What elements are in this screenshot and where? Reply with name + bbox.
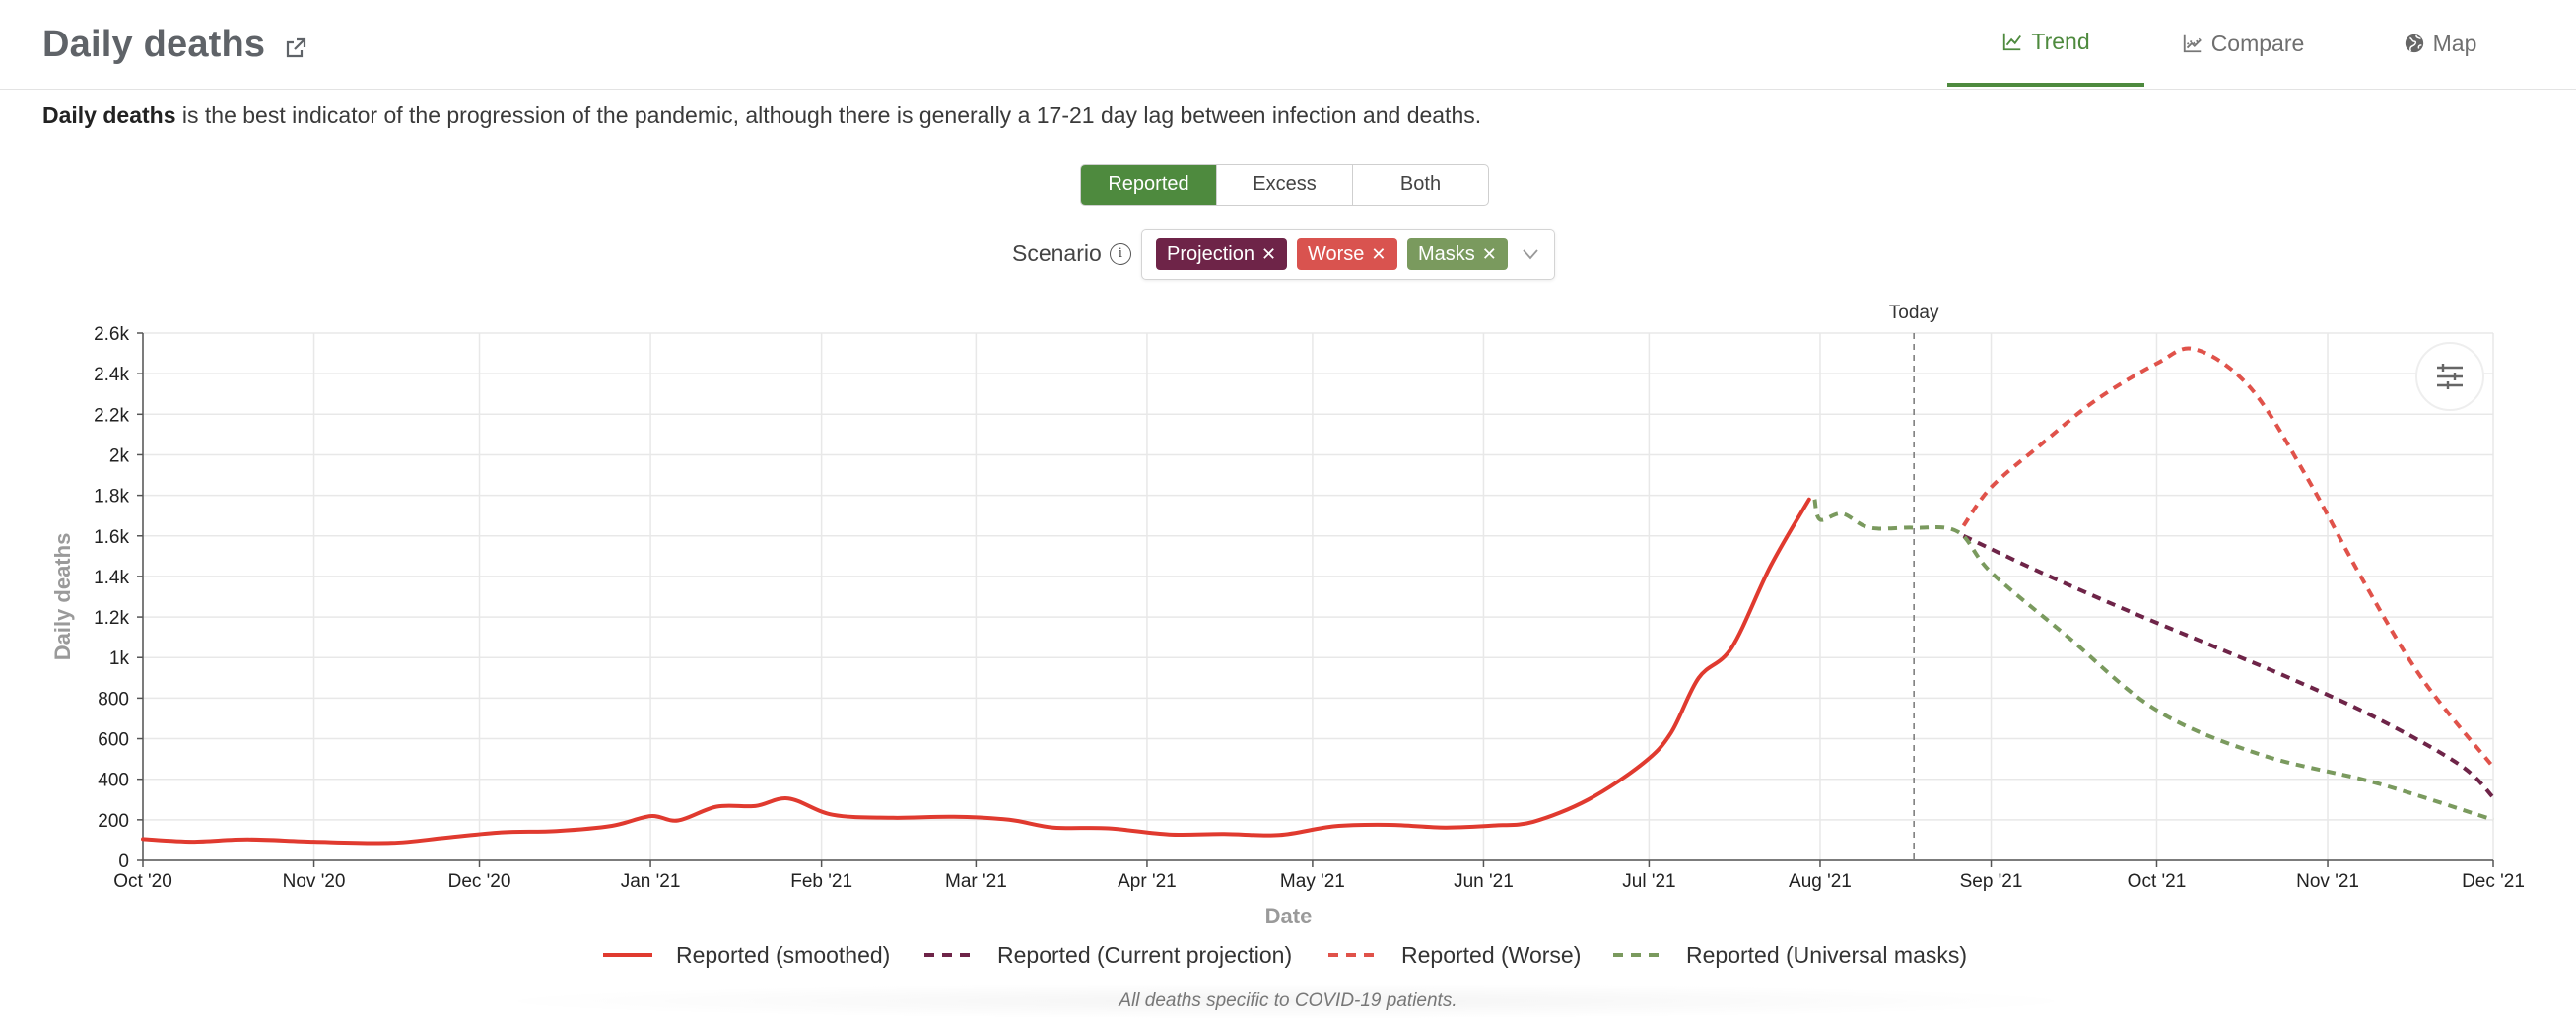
chip-label: Worse xyxy=(1308,242,1365,265)
y-tick-label: 2k xyxy=(109,445,130,466)
x-tick-label: Nov '20 xyxy=(283,871,346,892)
legend-item[interactable]: Reported (Universal masks) xyxy=(1686,942,1967,968)
x-tick-label: Dec '21 xyxy=(2462,871,2525,892)
series-line-2 xyxy=(1961,346,2495,769)
today-label: Today xyxy=(1889,303,1939,323)
legend-item[interactable]: Reported (smoothed) xyxy=(676,942,890,968)
x-tick-label: Jan '21 xyxy=(621,871,681,892)
series-line-3 xyxy=(1812,499,2494,822)
description-bold: Daily deaths xyxy=(42,102,176,128)
remove-chip-icon[interactable]: ✕ xyxy=(1481,243,1497,264)
tab-label: Compare xyxy=(2210,30,2305,56)
page-title: Daily deaths xyxy=(42,24,266,65)
toggle-excess[interactable]: Excess xyxy=(1217,165,1353,205)
x-tick-label: Mar '21 xyxy=(945,871,1007,892)
chevron-down-icon[interactable] xyxy=(1519,242,1542,266)
tab-compare[interactable]: Compare xyxy=(2144,0,2341,87)
y-tick-label: 600 xyxy=(98,730,129,751)
page-header: Daily deaths Trend Compare Map xyxy=(0,0,2576,90)
x-tick-label: Jul '21 xyxy=(1622,871,1675,892)
chart-footnote: All deaths specific to COVID-19 patients… xyxy=(1119,990,1457,1011)
x-tick-label: Feb '21 xyxy=(790,871,852,892)
chart-settings-button[interactable] xyxy=(2415,342,2484,411)
x-axis-title: Date xyxy=(1265,904,1313,928)
scenario-select[interactable]: Projection ✕ Worse ✕ Masks ✕ xyxy=(1141,229,1555,280)
series-line-1 xyxy=(1962,533,2495,799)
info-icon[interactable]: i xyxy=(1109,242,1131,265)
y-axis-title: Daily deaths xyxy=(50,533,75,661)
x-tick-label: Nov '21 xyxy=(2296,871,2359,892)
description: Daily deaths is the best indicator of th… xyxy=(42,102,1481,129)
x-tick-label: Aug '21 xyxy=(1789,871,1852,892)
y-tick-label: 1.2k xyxy=(94,608,129,629)
scenario-label: Scenario i xyxy=(1012,240,1131,267)
scenario-label-text: Scenario xyxy=(1012,240,1102,266)
x-tick-label: Oct '21 xyxy=(2128,871,2187,892)
chip-projection[interactable]: Projection ✕ xyxy=(1156,238,1288,270)
legend-item[interactable]: Reported (Worse) xyxy=(1401,942,1581,968)
tab-trend[interactable]: Trend xyxy=(1947,0,2144,87)
tab-label: Trend xyxy=(2031,28,2090,54)
x-tick-label: May '21 xyxy=(1280,871,1345,892)
chip-label: Projection xyxy=(1167,242,1254,265)
y-tick-label: 1k xyxy=(109,648,130,669)
x-tick-label: Sep '21 xyxy=(1960,871,2023,892)
footer-shadow xyxy=(473,984,2099,1019)
tab-map[interactable]: Map xyxy=(2341,0,2539,87)
line-chart-icon xyxy=(2003,33,2022,51)
remove-chip-icon[interactable]: ✕ xyxy=(1371,243,1387,264)
x-tick-label: Apr '21 xyxy=(1118,871,1177,892)
globe-icon xyxy=(2405,34,2423,53)
series-line-0 xyxy=(141,497,1811,846)
y-tick-label: 2.4k xyxy=(94,365,129,385)
y-tick-label: 400 xyxy=(98,771,129,791)
description-text: is the best indicator of the progression… xyxy=(175,102,1482,128)
y-tick-label: 1.4k xyxy=(94,568,129,588)
chip-masks[interactable]: Masks ✕ xyxy=(1407,238,1508,270)
chip-worse[interactable]: Worse ✕ xyxy=(1297,238,1397,270)
y-tick-label: 2.6k xyxy=(94,324,129,345)
metric-toggle: Reported Excess Both xyxy=(1080,164,1489,206)
toggle-reported[interactable]: Reported xyxy=(1081,165,1217,205)
y-tick-label: 0 xyxy=(118,851,129,872)
tab-label: Map xyxy=(2432,30,2477,56)
x-tick-label: Jun '21 xyxy=(1454,871,1514,892)
x-tick-label: Dec '20 xyxy=(448,871,511,892)
y-tick-label: 1.6k xyxy=(94,527,129,548)
legend-item[interactable]: Reported (Current projection) xyxy=(997,942,1292,968)
sliders-icon xyxy=(2437,364,2463,389)
toggle-both[interactable]: Both xyxy=(1399,173,1442,195)
chip-label: Masks xyxy=(1418,242,1475,265)
y-tick-label: 1.8k xyxy=(94,487,129,508)
external-link-icon[interactable] xyxy=(284,36,307,60)
compare-chart-icon xyxy=(2183,34,2202,53)
deaths-chart: 0 200 400 600 800 1k 1.2k 1.4k 1.6k 1.8k 2k 2.2k 2.4… xyxy=(50,303,2525,968)
y-tick-label: 200 xyxy=(98,811,129,832)
y-tick-label: 2.2k xyxy=(94,405,129,426)
y-tick-label: 800 xyxy=(98,689,129,710)
x-tick-label: Oct '20 xyxy=(113,871,172,892)
remove-chip-icon[interactable]: ✕ xyxy=(1260,243,1277,264)
